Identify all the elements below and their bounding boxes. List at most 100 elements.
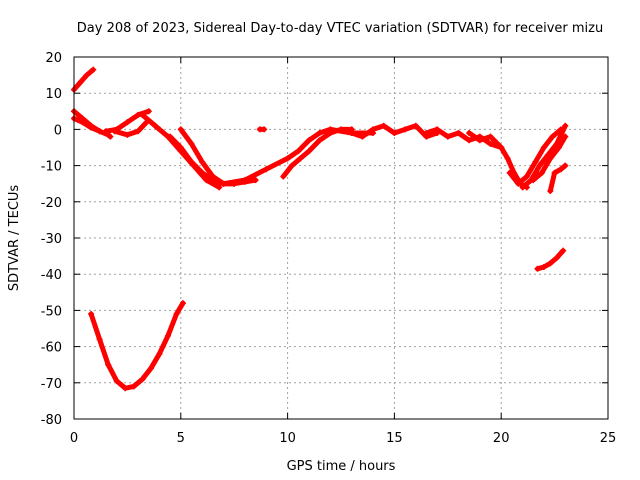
series-trace: [547, 163, 568, 194]
data-point: [241, 177, 248, 184]
data-point: [487, 133, 494, 140]
data-point: [90, 66, 97, 73]
data-point: [547, 155, 554, 162]
data-point: [380, 122, 387, 129]
data-point: [444, 133, 451, 140]
data-point: [147, 365, 154, 372]
x-tick-label: 10: [279, 431, 296, 446]
data-point: [547, 187, 554, 194]
series-arc-13-17: [348, 122, 441, 140]
series-trace: [520, 123, 568, 190]
series-trace: [71, 67, 96, 93]
data-point: [156, 350, 163, 357]
y-tick-label: -10: [41, 160, 62, 175]
data-point: [188, 140, 195, 147]
data-point: [434, 126, 441, 133]
data-point: [555, 144, 562, 151]
data-point: [359, 133, 366, 140]
data-point: [540, 144, 547, 151]
data-point: [216, 184, 223, 191]
y-tick-label: 0: [54, 123, 62, 138]
series-trace: [112, 119, 150, 138]
data-point: [152, 122, 159, 129]
series-arc-2-5-lower: [111, 119, 150, 138]
x-axis-label: GPS time / hours: [287, 459, 396, 474]
data-point: [135, 128, 142, 135]
data-point: [199, 158, 206, 165]
data-point: [88, 124, 95, 131]
data-point: [549, 133, 556, 140]
data-point: [145, 108, 152, 115]
x-tick-label: 25: [600, 431, 617, 446]
data-point: [111, 128, 118, 135]
series-trace: [178, 126, 259, 187]
series-trace: [88, 300, 186, 391]
data-point: [547, 260, 554, 267]
data-point: [534, 265, 541, 272]
series-arc-0-2b: [71, 115, 103, 135]
series-arc-21-23b: [530, 133, 569, 184]
data-point: [83, 72, 90, 79]
data-point: [530, 177, 537, 184]
data-point: [199, 169, 206, 176]
series-arc-0-2: [71, 108, 114, 140]
series-trace: [221, 126, 376, 187]
data-point: [562, 133, 569, 140]
data-point: [551, 169, 558, 176]
series-arc-22-23-low: [534, 247, 567, 272]
data-point: [297, 155, 304, 162]
y-tick-label: -80: [41, 413, 62, 428]
data-point: [498, 144, 505, 151]
data-point: [305, 137, 312, 144]
data-point: [327, 130, 334, 137]
data-point: [412, 122, 419, 129]
data-point: [280, 173, 287, 180]
data-point: [124, 119, 131, 126]
data-point: [130, 383, 137, 390]
data-point: [122, 385, 129, 392]
x-tick-label: 5: [177, 431, 185, 446]
data-point: [370, 126, 377, 133]
data-point: [423, 130, 430, 137]
data-point: [348, 130, 355, 137]
data-point: [139, 376, 146, 383]
data-point: [177, 126, 184, 133]
y-tick-label: -50: [41, 304, 62, 319]
data-point: [515, 180, 522, 187]
data-point: [536, 162, 543, 169]
data-point: [209, 173, 216, 180]
data-point: [113, 377, 120, 384]
series-arc-22-23-drop: [547, 162, 569, 194]
data-point: [506, 169, 513, 176]
data-point: [538, 169, 545, 176]
y-tick-label: -70: [41, 377, 62, 392]
data-point: [402, 126, 409, 133]
data-point: [77, 79, 84, 86]
data-point: [476, 137, 483, 144]
data-point: [88, 311, 95, 318]
data-point: [188, 158, 195, 165]
series-trace: [466, 130, 530, 190]
data-point: [105, 361, 112, 368]
data-point: [487, 140, 494, 147]
data-point: [466, 130, 473, 137]
series-arc-21-23a: [519, 122, 569, 191]
data-point: [103, 128, 110, 135]
x-tick-label: 20: [493, 431, 510, 446]
data-point: [139, 111, 146, 118]
data-point: [261, 126, 268, 133]
series-trace: [71, 116, 103, 134]
y-tick-label: -40: [41, 268, 62, 283]
y-tick-label: -30: [41, 232, 62, 247]
data-point: [532, 158, 539, 165]
data-point: [107, 133, 114, 140]
data-point: [519, 184, 526, 191]
data-point: [124, 131, 131, 138]
plot-frame: [73, 56, 609, 420]
x-tick-label: 15: [386, 431, 403, 446]
data-point: [316, 130, 323, 137]
data-point: [79, 119, 86, 126]
data-point: [558, 166, 565, 173]
data-point: [562, 122, 569, 129]
